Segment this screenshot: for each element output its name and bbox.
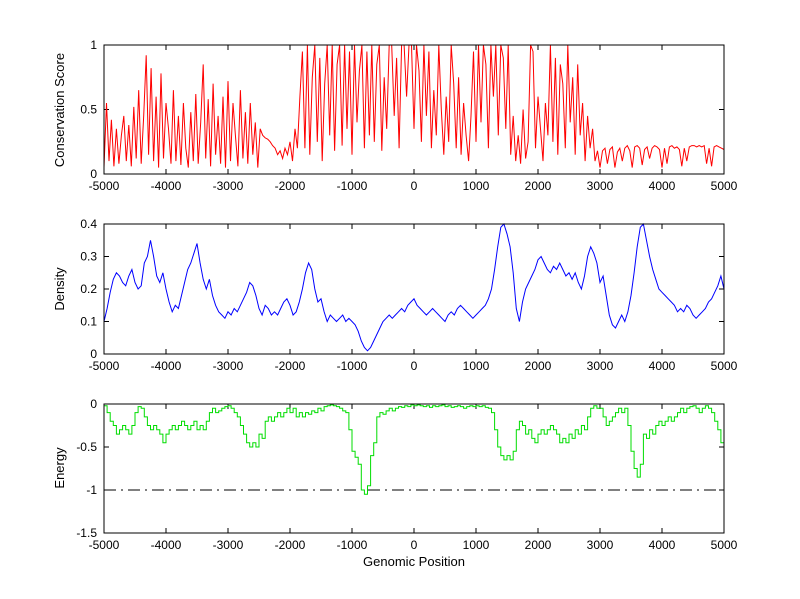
x-tick-label: 3000 bbox=[587, 538, 614, 552]
subplot-1: -5000 -4000 -3000 -2000 -1000 0 1000 2000 3000 40… bbox=[80, 38, 737, 193]
x-tick-label: 5000 bbox=[711, 179, 738, 193]
y-tick-label: 0.4 bbox=[80, 217, 97, 231]
x-tick-label: 4000 bbox=[649, 179, 676, 193]
x-tick-label: 4000 bbox=[649, 359, 676, 373]
x-tick-label: -4000 bbox=[151, 359, 182, 373]
x-tick-label: 3000 bbox=[587, 359, 614, 373]
x-tick-label: 0 bbox=[411, 538, 418, 552]
y-tick-label: 0.5 bbox=[80, 103, 97, 117]
y-tick-label: -0.5 bbox=[76, 440, 97, 454]
y-tick-label: 0 bbox=[90, 397, 97, 411]
x-tick-label: -5000 bbox=[89, 538, 120, 552]
x-tick-label: 0 bbox=[411, 179, 418, 193]
x-tick-label: -1000 bbox=[337, 359, 368, 373]
conservation-score-line bbox=[103, 44, 725, 168]
y-tick-label: 0.3 bbox=[80, 250, 97, 264]
x-tick-label: -1000 bbox=[337, 179, 368, 193]
x-tick-label: -4000 bbox=[151, 179, 182, 193]
density-line bbox=[103, 222, 725, 352]
x-tick-label: -2000 bbox=[275, 179, 306, 193]
x-tick-label: 1000 bbox=[463, 359, 490, 373]
y-axis-label-density: Density bbox=[52, 267, 67, 311]
x-tick-label: -5000 bbox=[89, 179, 120, 193]
x-tick-label: -2000 bbox=[275, 359, 306, 373]
axes-box bbox=[103, 44, 725, 175]
x-tick-label: -2000 bbox=[275, 538, 306, 552]
x-tick-label: 2000 bbox=[525, 359, 552, 373]
x-tick-label: 2000 bbox=[525, 538, 552, 552]
x-axis-label-genomic-position: Genomic Position bbox=[363, 554, 465, 569]
x-tick-label: -3000 bbox=[213, 538, 244, 552]
y-axis-label-energy: Energy bbox=[52, 447, 67, 489]
x-tick-label: -1000 bbox=[337, 538, 368, 552]
x-tick-label: -4000 bbox=[151, 538, 182, 552]
x-tick-label: -3000 bbox=[213, 179, 244, 193]
y-tick-label: 0.2 bbox=[80, 282, 97, 296]
y-tick-label: -1.5 bbox=[76, 526, 97, 540]
x-tick-label: 5000 bbox=[711, 538, 738, 552]
y-axis-label-conservation: Conservation Score bbox=[52, 53, 67, 167]
subplots-group: -5000 -4000 -3000 -2000 -1000 0 1000 2000 3000 40… bbox=[76, 38, 737, 552]
x-tick-label: -5000 bbox=[89, 359, 120, 373]
x-tick-label: 1000 bbox=[463, 179, 490, 193]
x-tick-label: -3000 bbox=[213, 359, 244, 373]
x-tick-label: 3000 bbox=[587, 179, 614, 193]
y-tick-label: 0 bbox=[90, 167, 97, 181]
subplot-3: -5000 -4000 -3000 -2000 -1000 0 1000 2000 3000 40… bbox=[76, 397, 737, 552]
y-tick-label: -1 bbox=[86, 483, 97, 497]
x-tick-label: 5000 bbox=[711, 359, 738, 373]
x-tick-label: 4000 bbox=[649, 538, 676, 552]
x-tick-label: 1000 bbox=[463, 538, 490, 552]
y-tick-label: 0 bbox=[90, 347, 97, 361]
x-tick-label: 0 bbox=[411, 359, 418, 373]
y-tick-label: 1 bbox=[90, 38, 97, 52]
x-tick-label: 2000 bbox=[525, 179, 552, 193]
y-tick-label: 0.1 bbox=[80, 315, 97, 329]
axes-box bbox=[103, 223, 725, 355]
energy-line bbox=[104, 404, 725, 495]
axes-box bbox=[103, 403, 725, 534]
subplot-2: -5000 -4000 -3000 -2000 -1000 0 1000 2000 3000 40… bbox=[80, 217, 737, 373]
